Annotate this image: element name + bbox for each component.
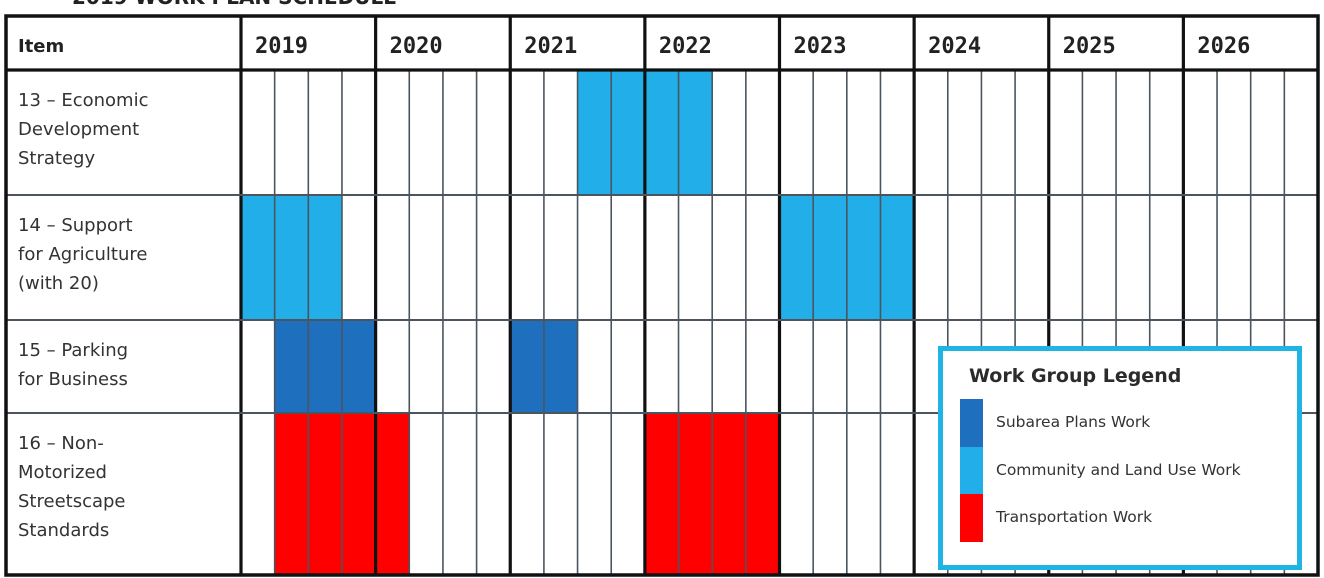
- year-label-2022: 2022: [659, 34, 712, 59]
- partial-header-title: 2019 WORK PLAN SCHEDULE: [72, 0, 397, 9]
- work-group-legend: Work Group Legend Subarea Plans Work Com…: [938, 346, 1302, 570]
- legend-item-subarea: Subarea Plans Work: [960, 399, 1290, 447]
- row-label-4-line-4: Standards: [18, 520, 109, 541]
- row-label-4-line-2: Motorized: [18, 462, 107, 483]
- year-label-2021: 2021: [524, 34, 577, 59]
- year-label-2019: 2019: [255, 34, 308, 59]
- legend-swatch-subarea: [960, 399, 983, 447]
- row-label-1-line-3: Strategy: [18, 148, 95, 169]
- legend-swatch-transportation: [960, 494, 983, 542]
- year-label-2020: 2020: [390, 34, 443, 59]
- row-label-4-line-3: Streetscape: [18, 491, 126, 512]
- text-layer: Item 2019 2020 2021 2022 2023 2024 2025 2026 13 –…: [18, 34, 1250, 541]
- row-label-4-line-1: 16 – Non-: [18, 433, 104, 454]
- row-label-3-line-2: for Business: [18, 369, 128, 390]
- legend-swatch-community: [960, 447, 983, 495]
- year-label-2024: 2024: [928, 34, 981, 59]
- column-header-item: Item: [18, 36, 64, 57]
- row-label-3-line-1: 15 – Parking: [18, 340, 128, 361]
- row-label-1-line-1: 13 – Economic: [18, 90, 148, 111]
- table-border: [4, 14, 1320, 577]
- row-label-2-line-2: for Agriculture: [18, 244, 147, 265]
- bar-row2-1: [241, 195, 342, 320]
- legend-item-community: Community and Land Use Work: [960, 447, 1290, 495]
- legend-item-transportation: Transportation Work: [960, 494, 1290, 542]
- legend-label-transportation: Transportation Work: [996, 508, 1153, 526]
- row-label-1-line-2: Development: [18, 119, 139, 140]
- year-label-2023: 2023: [794, 34, 847, 59]
- row-label-2-line-3: (with 20): [18, 273, 99, 294]
- grid-layer: [4, 14, 1320, 577]
- legend-label-subarea: Subarea Plans Work: [996, 413, 1151, 431]
- year-label-2026: 2026: [1197, 34, 1250, 59]
- bar-row3-1: [274, 320, 376, 413]
- row-label-2-line-1: 14 – Support: [18, 215, 133, 236]
- legend-label-community: Community and Land Use Work: [996, 461, 1241, 479]
- year-label-2025: 2025: [1063, 34, 1116, 59]
- legend-title: Work Group Legend: [969, 365, 1182, 387]
